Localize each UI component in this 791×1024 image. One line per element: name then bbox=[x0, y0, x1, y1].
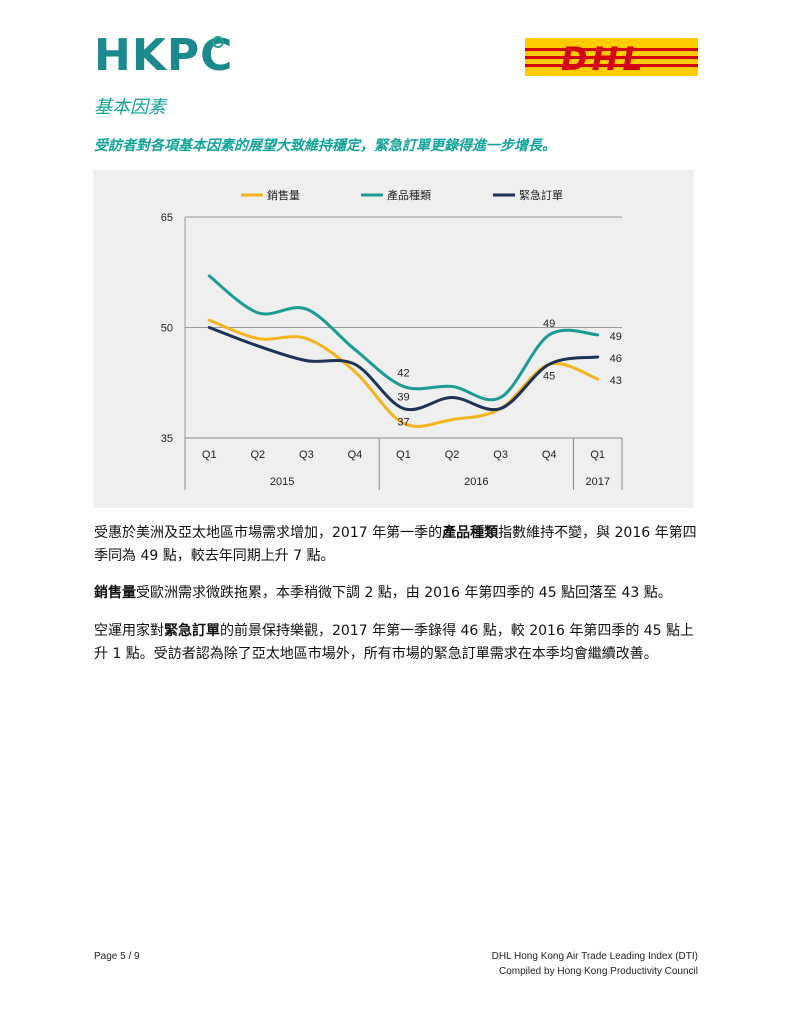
data-label: 39 bbox=[397, 392, 409, 404]
x-tick-label: Q3 bbox=[299, 449, 314, 461]
p3-text-a: 空運用家對 bbox=[94, 623, 164, 639]
x-tick-label: Q3 bbox=[493, 449, 508, 461]
line-chart: 65 50 35 Q1 Q2 Q3 Q4 Q1 Q2 Q3 Q4 Q1 2015 2016 2017 銷售量 產… bbox=[161, 188, 623, 490]
dhl-stripe bbox=[525, 64, 698, 67]
series-line-0 bbox=[207, 318, 600, 428]
x-tick-label: Q2 bbox=[445, 449, 460, 461]
paragraph-product-variety: 受惠於美洲及亞太地區市場需求增加，2017 年第一季的產品種類指數維持不變，與 … bbox=[94, 522, 704, 568]
data-label: 49 bbox=[610, 331, 622, 343]
chart-container: 65 50 35 Q1 Q2 Q3 Q4 Q1 Q2 Q3 Q4 Q1 2015 2016 2017 銷售量 產… bbox=[93, 170, 694, 508]
p2-text-b: 受歐洲需求微跌拖累，本季稍微下調 2 點，由 2016 年第四季的 45 點回落… bbox=[136, 585, 672, 601]
p2-emphasis: 銷售量 bbox=[94, 585, 136, 601]
x-tick-label: Q1 bbox=[202, 449, 217, 461]
year-label: 2015 bbox=[270, 476, 294, 488]
data-label: 45 bbox=[543, 370, 555, 382]
footer-credit: Compiled by Hong Kong Productivity Counc… bbox=[499, 966, 698, 977]
y-tick-label: 35 bbox=[161, 433, 173, 445]
data-label: 42 bbox=[397, 367, 409, 379]
legend-label: 緊急訂單 bbox=[519, 188, 563, 202]
year-label: 2017 bbox=[585, 476, 609, 488]
legend-label: 銷售量 bbox=[267, 188, 300, 202]
section-title: 基本因素 bbox=[94, 97, 166, 118]
dhl-logo-text: DHL bbox=[561, 40, 647, 78]
series-line-2 bbox=[207, 326, 600, 412]
x-tick-label: Q2 bbox=[250, 449, 265, 461]
dhl-stripe bbox=[525, 48, 698, 51]
footer-title: DHL Hong Kong Air Trade Leading Index (D… bbox=[491, 951, 698, 962]
x-tick-label: Q1 bbox=[396, 449, 411, 461]
p1-emphasis: 產品種類 bbox=[442, 525, 499, 541]
y-tick-label: 50 bbox=[161, 323, 173, 335]
paragraph-sales-volume: 銷售量受歐洲需求微跌拖累，本季稍微下調 2 點，由 2016 年第四季的 45 … bbox=[94, 582, 704, 605]
dhl-logo: DHL bbox=[525, 38, 698, 78]
legend-label: 產品種類 bbox=[387, 188, 431, 202]
footer-page-number: Page 5 / 9 bbox=[94, 951, 140, 962]
p1-text-a: 受惠於美洲及亞太地區市場需求增加，2017 年第一季的 bbox=[94, 525, 443, 541]
dhl-stripe bbox=[525, 56, 698, 59]
paragraph-urgent-orders: 空運用家對緊急訂單的前景保持樂觀，2017 年第一季錄得 46 點，較 2016… bbox=[94, 620, 704, 666]
x-tick-label: Q4 bbox=[348, 449, 363, 461]
x-tick-label: Q1 bbox=[590, 449, 605, 461]
data-label: 49 bbox=[543, 318, 555, 330]
hkpc-logo: HKPC bbox=[94, 30, 234, 81]
y-tick-label: 65 bbox=[161, 212, 173, 224]
data-label: 37 bbox=[397, 416, 409, 428]
series-line-1 bbox=[207, 274, 600, 402]
data-label: 46 bbox=[610, 353, 622, 365]
year-label: 2016 bbox=[464, 476, 488, 488]
x-tick-label: Q4 bbox=[542, 449, 557, 461]
subtitle: 受訪者對各項基本因素的展望大致維持穩定，緊急訂單更錄得進一步增長。 bbox=[94, 138, 556, 154]
hkpc-logo-mark-icon bbox=[212, 36, 224, 48]
data-label: 43 bbox=[610, 375, 622, 387]
p3-emphasis: 緊急訂單 bbox=[164, 623, 220, 639]
p1-text-c: 指數維持不變，與 2016 年第四季同為 49 點，較去年同期上升 7 點。 bbox=[94, 525, 697, 564]
p3-text-c: 的前景保持樂觀，2017 年第一季錄得 46 點，較 2016 年第四季的 45… bbox=[94, 623, 695, 662]
